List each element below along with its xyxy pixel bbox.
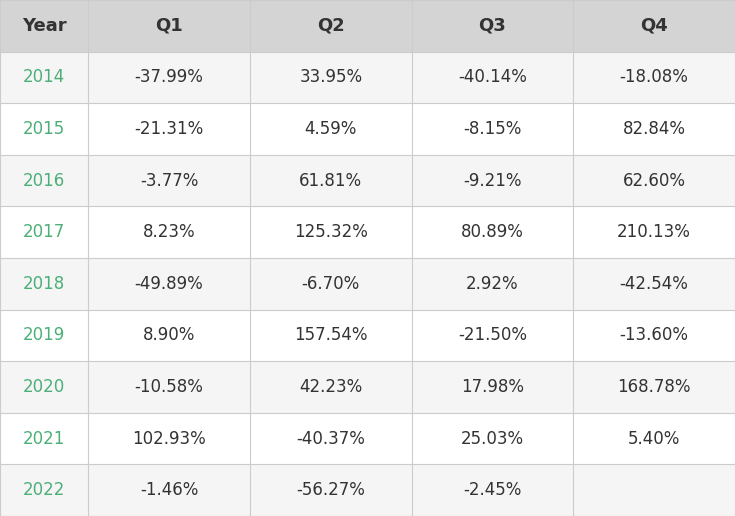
Text: -3.77%: -3.77% (140, 172, 198, 189)
Text: 33.95%: 33.95% (299, 69, 362, 86)
Text: 2014: 2014 (23, 69, 65, 86)
Text: 2016: 2016 (23, 172, 65, 189)
Text: -21.31%: -21.31% (135, 120, 204, 138)
Text: 2017: 2017 (23, 223, 65, 241)
Text: 8.23%: 8.23% (143, 223, 196, 241)
Text: 4.59%: 4.59% (304, 120, 357, 138)
Text: -10.58%: -10.58% (135, 378, 204, 396)
Text: 5.40%: 5.40% (628, 430, 681, 447)
Text: 210.13%: 210.13% (617, 223, 691, 241)
Bar (0, 155, 735, 206)
Bar (0, 310, 735, 361)
Text: -37.99%: -37.99% (135, 69, 204, 86)
Text: 2018: 2018 (23, 275, 65, 293)
Bar (0, 52, 735, 103)
Text: -6.70%: -6.70% (301, 275, 360, 293)
Text: 17.98%: 17.98% (461, 378, 524, 396)
Text: 2022: 2022 (23, 481, 65, 499)
Text: 2021: 2021 (23, 430, 65, 447)
Bar (0, 103, 735, 155)
Bar (0, 0, 735, 52)
Text: 157.54%: 157.54% (294, 327, 368, 344)
Text: 168.78%: 168.78% (617, 378, 691, 396)
Text: -8.15%: -8.15% (463, 120, 522, 138)
Text: 2019: 2019 (23, 327, 65, 344)
Text: 2015: 2015 (23, 120, 65, 138)
Text: -13.60%: -13.60% (620, 327, 689, 344)
Text: -42.54%: -42.54% (620, 275, 689, 293)
Text: 2020: 2020 (23, 378, 65, 396)
Text: -21.50%: -21.50% (458, 327, 527, 344)
Text: -1.46%: -1.46% (140, 481, 198, 499)
Text: -9.21%: -9.21% (463, 172, 522, 189)
Text: 25.03%: 25.03% (461, 430, 524, 447)
Text: -18.08%: -18.08% (620, 69, 689, 86)
Text: 80.89%: 80.89% (461, 223, 524, 241)
Text: 42.23%: 42.23% (299, 378, 362, 396)
Text: 82.84%: 82.84% (623, 120, 686, 138)
Bar (0, 206, 735, 258)
Text: 125.32%: 125.32% (294, 223, 368, 241)
Text: Year: Year (22, 17, 66, 35)
Text: -49.89%: -49.89% (135, 275, 204, 293)
Text: 61.81%: 61.81% (299, 172, 362, 189)
Bar (0, 464, 735, 516)
Bar (0, 361, 735, 413)
Bar (0, 413, 735, 464)
Text: -2.45%: -2.45% (463, 481, 522, 499)
Text: -40.14%: -40.14% (458, 69, 527, 86)
Text: Q3: Q3 (478, 17, 506, 35)
Text: Q2: Q2 (317, 17, 345, 35)
Text: 62.60%: 62.60% (623, 172, 686, 189)
Text: 2.92%: 2.92% (466, 275, 519, 293)
Text: -56.27%: -56.27% (296, 481, 365, 499)
Text: Q1: Q1 (155, 17, 183, 35)
Text: 102.93%: 102.93% (132, 430, 206, 447)
Bar (0, 258, 735, 310)
Text: Q4: Q4 (640, 17, 668, 35)
Text: 8.90%: 8.90% (143, 327, 196, 344)
Text: -40.37%: -40.37% (296, 430, 365, 447)
